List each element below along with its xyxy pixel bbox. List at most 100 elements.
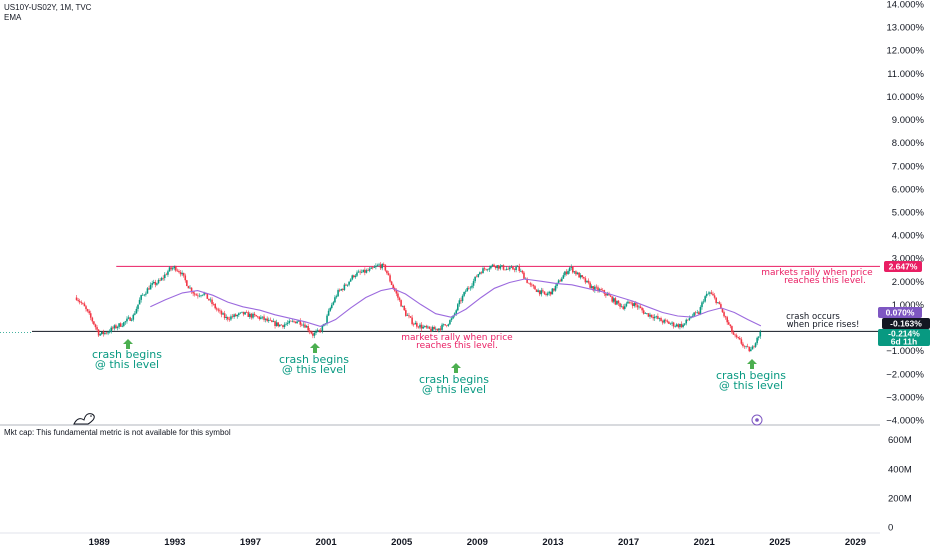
candle-body — [723, 312, 725, 317]
crash-annotation-3[interactable]: crash begins @ this level — [419, 363, 489, 396]
price-tick-label: 4.000% — [892, 231, 925, 242]
candle-body — [297, 320, 300, 322]
up-arrow-icon — [747, 359, 757, 369]
svg-text:crash begins: crash begins — [279, 353, 349, 366]
candle-body — [252, 313, 254, 318]
time-tick-label: 2021 — [694, 537, 716, 548]
time-tick-label: 2001 — [316, 537, 338, 548]
candle-body — [630, 302, 632, 304]
candle-body — [743, 346, 746, 347]
candle-body — [650, 314, 653, 318]
candle-body — [219, 310, 221, 312]
crash-annotation-2[interactable]: crash begins @ this level — [279, 343, 349, 376]
candle-body — [616, 300, 618, 305]
up-arrow-icon — [123, 339, 133, 349]
symbol-title[interactable]: US10Y-US02Y, 1M, TVC — [4, 3, 92, 12]
candle-body — [392, 284, 395, 289]
volume-axis[interactable]: 600M 400M 200M 0 — [888, 435, 912, 533]
candle-body — [305, 326, 308, 328]
candle-body — [152, 281, 155, 284]
candle-body — [327, 310, 330, 316]
candle-body — [228, 319, 231, 320]
rally-annotation-1[interactable]: markets rally when price reaches this le… — [761, 268, 873, 286]
candle-body — [337, 290, 339, 297]
candle-body — [543, 291, 546, 295]
time-axis[interactable]: 1989 1993 1997 2001 2005 2009 2013 2017 2021 2025… — [89, 537, 866, 548]
candle-body — [351, 275, 354, 280]
candle-body — [134, 313, 136, 315]
price-tick-label: 10.000% — [886, 92, 924, 103]
candle-body — [244, 312, 246, 315]
candle-body — [425, 325, 428, 328]
price-axis[interactable]: 14.000% 13.000% 12.000% 11.000% 10.000% 9.000… — [886, 0, 924, 427]
crash-occurs-annotation[interactable]: crash occurs when price rises! — [786, 312, 859, 330]
event-marker-icon[interactable] — [751, 414, 763, 426]
candle-body — [378, 264, 380, 266]
candle-body — [450, 318, 453, 321]
candle-body — [384, 264, 387, 271]
candle-body — [623, 306, 626, 309]
time-tick-label: 2025 — [769, 537, 791, 548]
candle-body — [472, 281, 475, 286]
candle-body — [701, 302, 703, 308]
candle-body — [135, 308, 138, 314]
rally-annotation-2[interactable]: markets rally when price reaches this le… — [401, 333, 513, 351]
candle-body — [606, 293, 609, 296]
candle-body — [86, 309, 89, 312]
candle-body — [230, 316, 232, 320]
candle-body — [431, 326, 434, 332]
svg-text:@ this level: @ this level — [95, 358, 159, 371]
candle-body — [365, 270, 368, 273]
crash-annotation-4[interactable]: crash begins @ this level — [716, 359, 786, 392]
candle-body — [713, 295, 716, 298]
candle-body — [520, 270, 522, 272]
candle-body — [176, 270, 179, 272]
dinosaur-icon[interactable] — [73, 413, 95, 425]
candle-body — [685, 319, 688, 324]
candle-body — [387, 273, 390, 276]
candle-body — [652, 317, 654, 319]
candle-body — [545, 294, 547, 295]
candle-body — [94, 324, 97, 328]
price-tick-label: 9.000% — [892, 115, 925, 126]
candle-body — [187, 285, 190, 289]
candle-body — [693, 312, 695, 316]
price-tick-label: 7.000% — [892, 161, 925, 172]
candle-body — [409, 316, 412, 318]
candle-body — [382, 264, 385, 265]
candle-body — [301, 324, 303, 326]
candle-body — [274, 321, 276, 327]
time-tick-label: 1997 — [240, 537, 261, 548]
indicator-label[interactable]: EMA — [4, 13, 22, 22]
candle-body — [266, 318, 268, 321]
candle-body — [137, 304, 139, 309]
candle-body — [663, 319, 665, 323]
candle-body — [247, 312, 250, 317]
candle-body — [698, 312, 700, 315]
candle-body — [332, 302, 335, 305]
crash-annotation-1[interactable]: crash begins @ this level — [92, 339, 162, 371]
candle-body — [474, 276, 476, 282]
candle-body — [521, 270, 524, 273]
candle-body — [373, 267, 376, 268]
candle-body — [349, 279, 352, 282]
candle-body — [335, 296, 338, 298]
candle-body — [170, 267, 172, 270]
candle-body — [215, 308, 218, 310]
candle-body — [211, 299, 213, 304]
candle-body — [326, 315, 328, 324]
candle-body — [587, 280, 590, 283]
candle-body — [368, 268, 371, 271]
candle-body — [557, 280, 560, 283]
candle-body — [595, 286, 598, 288]
candle-body — [250, 313, 253, 318]
candle-body — [422, 326, 424, 329]
candle-body — [89, 313, 92, 318]
price-tick-label: 11.000% — [887, 69, 924, 80]
candle-body — [625, 303, 628, 307]
candle-body — [126, 318, 128, 322]
candle-body — [141, 294, 144, 296]
candle-body — [579, 275, 582, 278]
last-price-text: -0.214% — [888, 329, 920, 339]
